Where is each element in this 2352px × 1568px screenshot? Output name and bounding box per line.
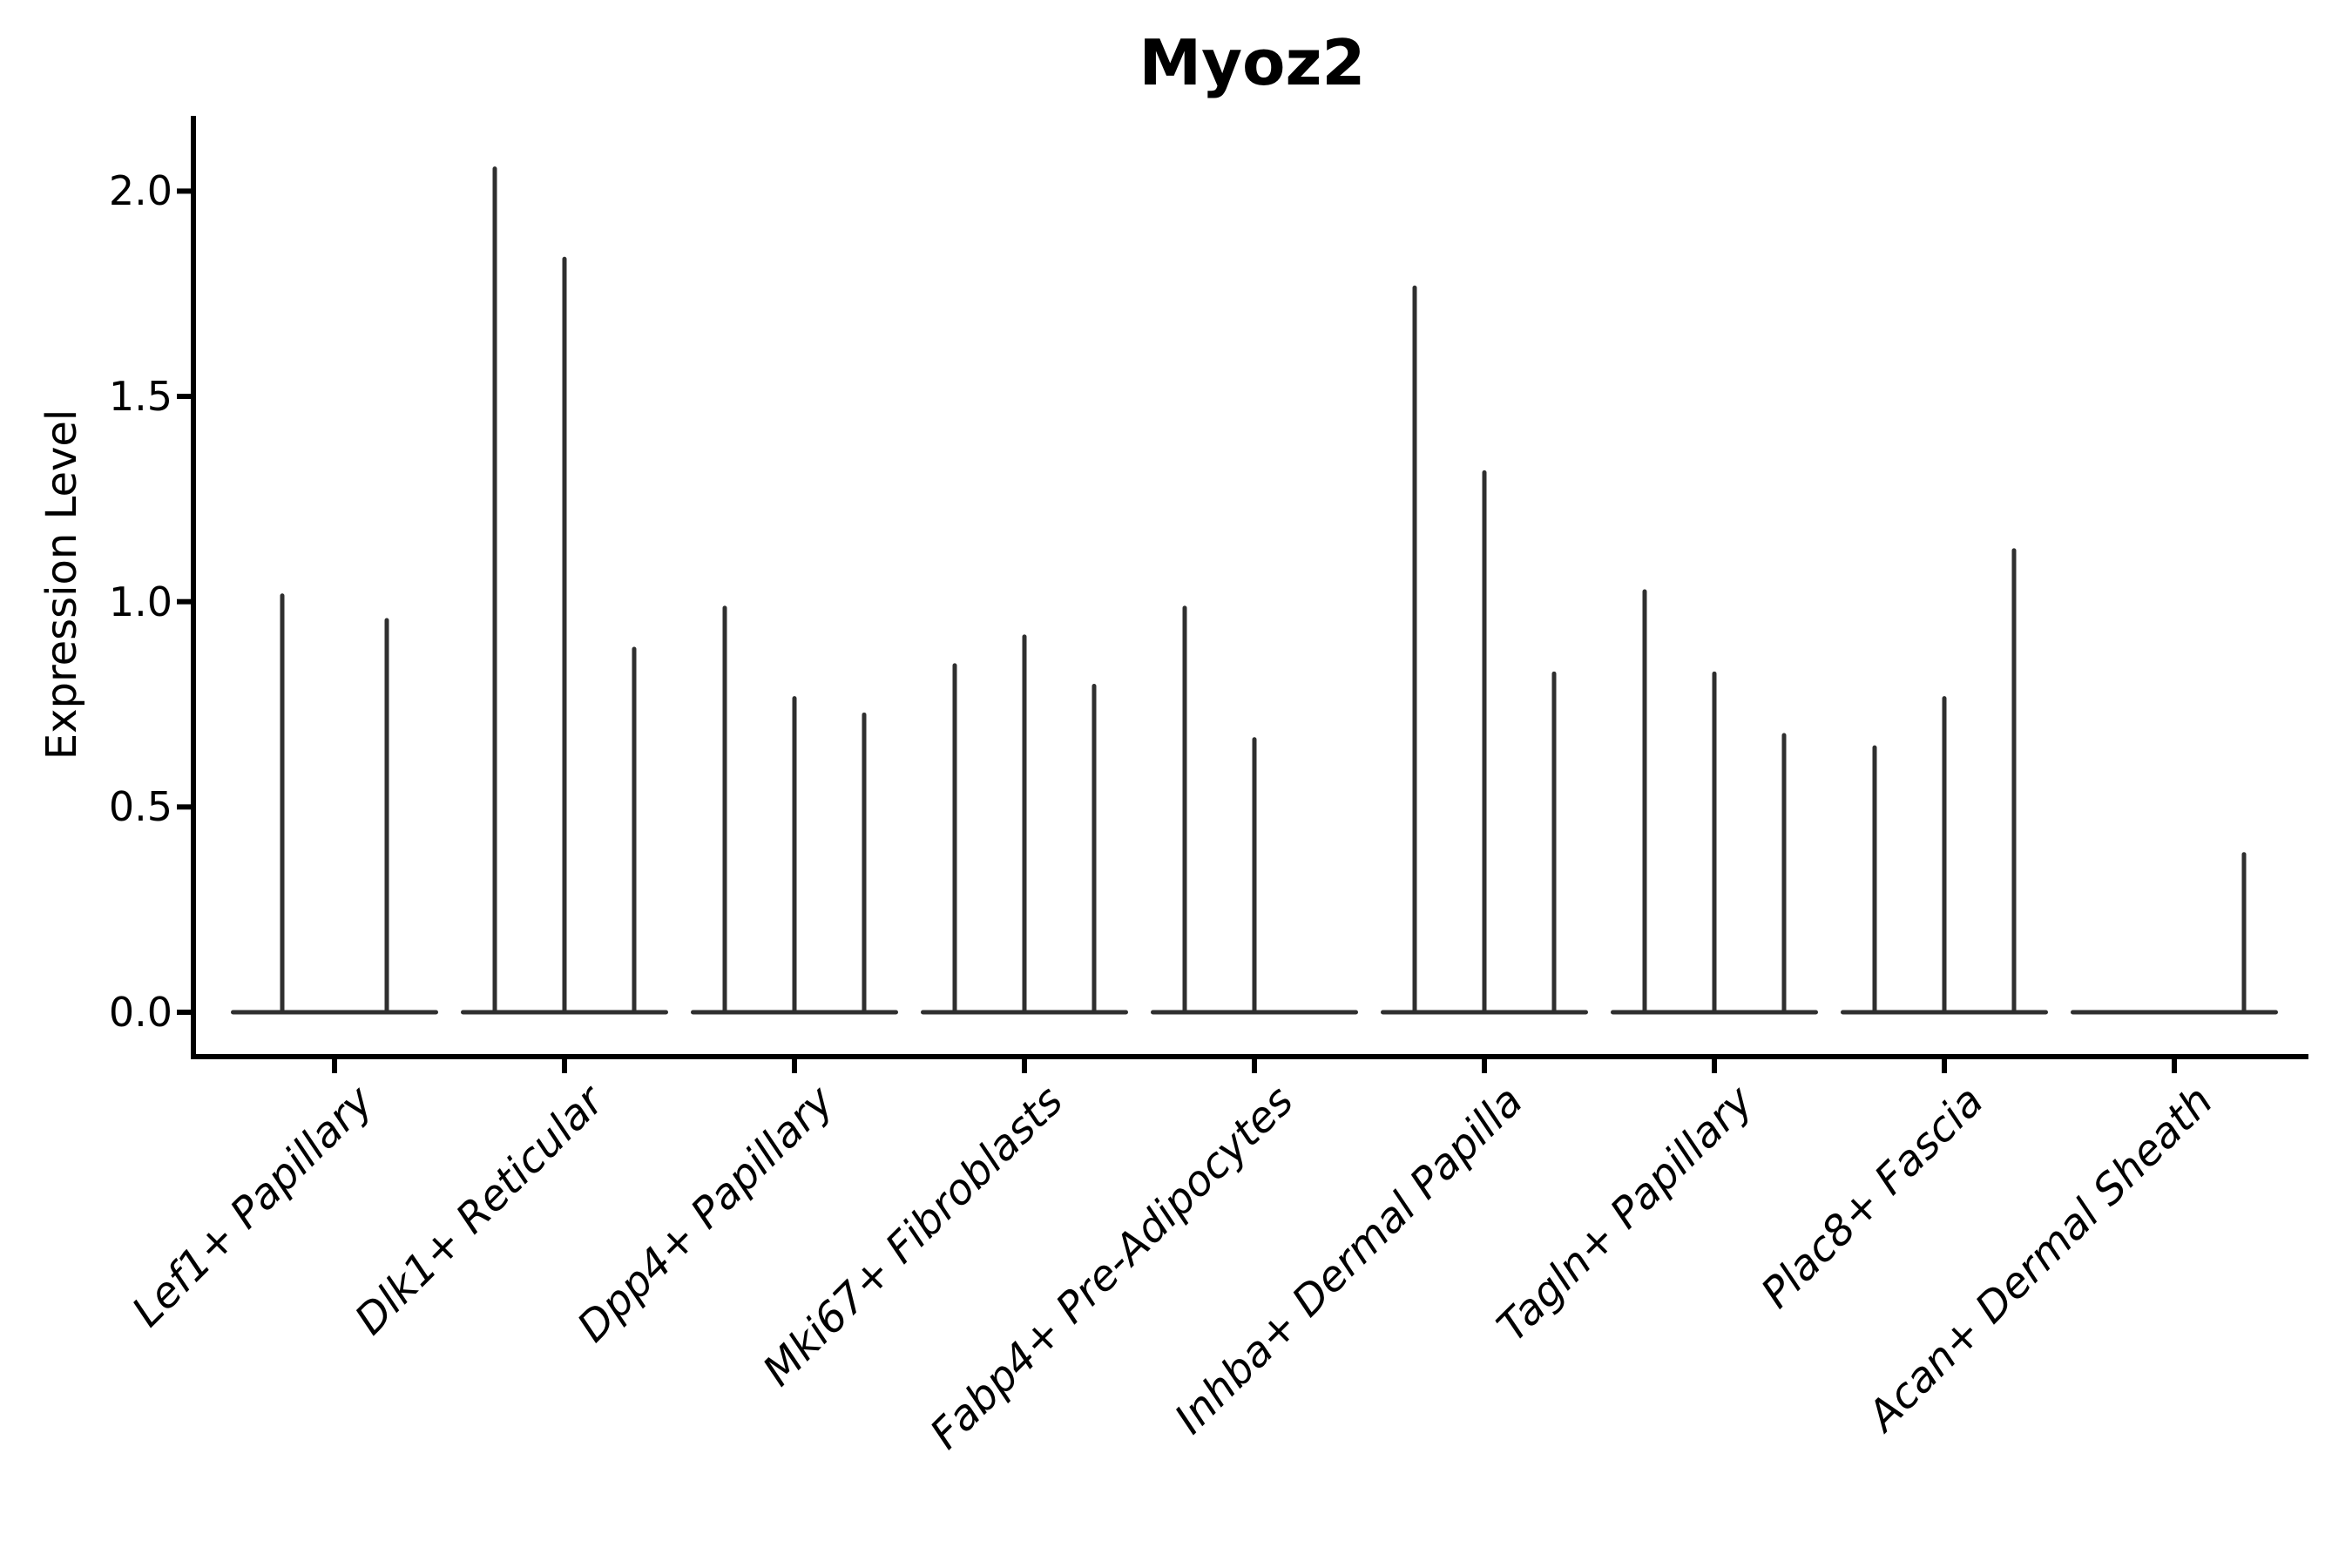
x-tick-mark: [2172, 1059, 2177, 1073]
violin-spike: [2241, 852, 2247, 1012]
violin-spike: [2011, 548, 2017, 1012]
violin-spike: [1781, 733, 1787, 1012]
violin-spike: [492, 166, 497, 1012]
x-tick-mark: [1252, 1059, 1257, 1073]
y-tick-label: 2.0: [108, 167, 172, 215]
y-tick-label: 1.5: [108, 373, 172, 421]
violin-spike: [1182, 605, 1187, 1012]
violin-spike: [792, 696, 797, 1012]
violin-spike: [384, 618, 389, 1012]
y-tick-mark: [177, 1010, 191, 1015]
x-tick-mark: [562, 1059, 567, 1073]
x-tick-mark: [1482, 1059, 1487, 1073]
y-tick-mark: [177, 598, 191, 605]
violin-spike: [952, 663, 957, 1012]
x-tick-mark: [1022, 1059, 1027, 1073]
y-tick-mark: [177, 188, 191, 194]
y-tick-label: 1.0: [108, 578, 172, 625]
violin-spike: [1412, 285, 1417, 1012]
x-tick-mark: [332, 1059, 337, 1073]
violin-spike: [632, 646, 637, 1012]
violin-spike: [1482, 470, 1487, 1012]
y-tick-mark: [177, 394, 191, 400]
violin-spike: [1022, 634, 1027, 1012]
violin-spike: [1942, 696, 1947, 1012]
violin-spike: [1551, 671, 1557, 1012]
violin-spike: [1642, 589, 1647, 1012]
violin-spike: [1712, 671, 1717, 1012]
y-tick-label: 0.5: [108, 783, 172, 831]
violin-spike: [1252, 737, 1257, 1012]
x-tick-mark: [1942, 1059, 1947, 1073]
violin-spike: [722, 605, 727, 1012]
y-tick-label: 0.0: [108, 989, 172, 1036]
axis-spine-left: [191, 116, 196, 1059]
violin-spike: [862, 712, 867, 1012]
violin-baseline: [231, 1010, 438, 1015]
x-tick-mark: [792, 1059, 797, 1073]
violin-spike: [1872, 745, 1877, 1012]
violin-spike: [280, 593, 285, 1012]
y-tick-mark: [177, 804, 191, 810]
x-tick-mark: [1712, 1059, 1717, 1073]
violin-spike: [562, 256, 567, 1013]
violin-baseline: [2071, 1010, 2278, 1015]
chart-title: Myoz2: [1139, 26, 1366, 99]
violin-spike: [1092, 683, 1097, 1012]
axis-spine-bottom: [191, 1054, 2308, 1059]
